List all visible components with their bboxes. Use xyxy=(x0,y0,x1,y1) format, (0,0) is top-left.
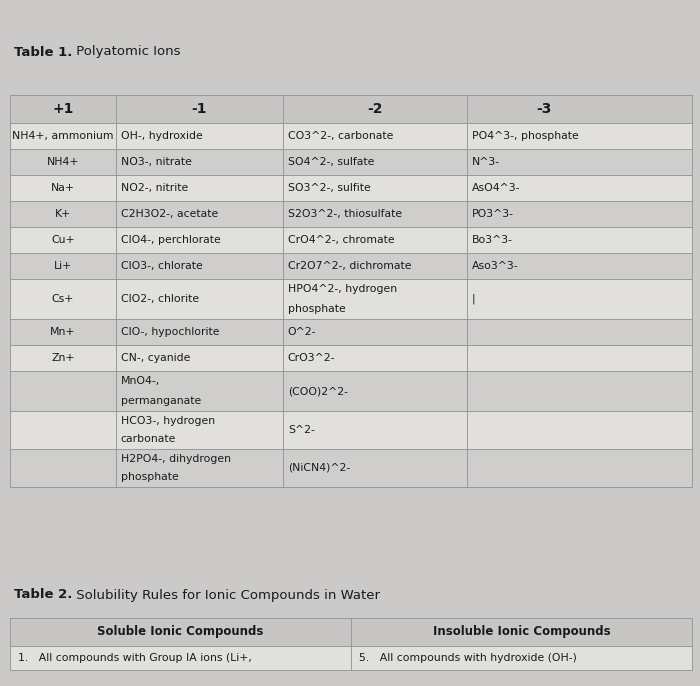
Text: -1: -1 xyxy=(192,102,207,116)
Text: AsO4^3-: AsO4^3- xyxy=(472,183,520,193)
Text: |: | xyxy=(472,294,475,305)
Text: 5.   All compounds with hydroxide (OH-): 5. All compounds with hydroxide (OH-) xyxy=(359,653,577,663)
Text: SO4^2-, sulfate: SO4^2-, sulfate xyxy=(288,157,374,167)
Text: C2H3O2-, acetate: C2H3O2-, acetate xyxy=(120,209,218,219)
Text: Table 1.: Table 1. xyxy=(14,45,72,58)
Text: HPO4^2-, hydrogen: HPO4^2-, hydrogen xyxy=(288,284,397,294)
Text: Soluble Ionic Compounds: Soluble Ionic Compounds xyxy=(97,626,264,639)
Bar xyxy=(10,449,692,487)
Text: phosphate: phosphate xyxy=(288,304,346,314)
Text: -2: -2 xyxy=(367,102,383,116)
Text: ClO-, hypochlorite: ClO-, hypochlorite xyxy=(120,327,219,337)
Text: Zn+: Zn+ xyxy=(51,353,75,363)
Text: 1.   All compounds with Group IA ions (Li+,: 1. All compounds with Group IA ions (Li+… xyxy=(18,653,252,663)
Text: CrO3^2-: CrO3^2- xyxy=(288,353,335,363)
Text: Polyatomic Ions: Polyatomic Ions xyxy=(72,45,181,58)
Bar xyxy=(10,253,692,279)
Text: Aso3^3-: Aso3^3- xyxy=(472,261,519,271)
Text: Bo3^3-: Bo3^3- xyxy=(472,235,513,245)
Text: +1: +1 xyxy=(52,102,74,116)
Text: PO4^3-, phosphate: PO4^3-, phosphate xyxy=(472,131,579,141)
Text: Na+: Na+ xyxy=(51,183,75,193)
Text: Insoluble Ionic Compounds: Insoluble Ionic Compounds xyxy=(433,626,610,639)
Text: Cu+: Cu+ xyxy=(51,235,75,245)
Text: H2PO4-, dihydrogen: H2PO4-, dihydrogen xyxy=(120,453,231,464)
Text: permanganate: permanganate xyxy=(120,396,201,406)
Bar xyxy=(10,345,692,371)
Text: carbonate: carbonate xyxy=(120,434,176,445)
Text: N^3-: N^3- xyxy=(472,157,500,167)
Bar xyxy=(10,618,692,646)
Text: PO3^3-: PO3^3- xyxy=(472,209,514,219)
Text: Cs+: Cs+ xyxy=(52,294,74,304)
Text: -3: -3 xyxy=(536,102,552,116)
Text: S^2-: S^2- xyxy=(288,425,315,435)
Text: Mn+: Mn+ xyxy=(50,327,76,337)
Bar xyxy=(10,411,692,449)
Text: ClO4-, perchlorate: ClO4-, perchlorate xyxy=(120,235,220,245)
Text: NH4+: NH4+ xyxy=(47,157,79,167)
Text: ClO3-, chlorate: ClO3-, chlorate xyxy=(120,261,202,271)
Bar xyxy=(10,201,692,227)
Bar xyxy=(10,319,692,345)
Text: O^2-: O^2- xyxy=(288,327,316,337)
Bar xyxy=(10,371,692,411)
Text: Table 2.: Table 2. xyxy=(14,589,72,602)
Text: (NiCN4)^2-: (NiCN4)^2- xyxy=(288,463,350,473)
Text: Li+: Li+ xyxy=(54,261,72,271)
Bar xyxy=(10,175,692,201)
Text: K+: K+ xyxy=(55,209,71,219)
Text: NH4+, ammonium: NH4+, ammonium xyxy=(12,131,113,141)
Text: OH-, hydroxide: OH-, hydroxide xyxy=(120,131,202,141)
Bar xyxy=(10,279,692,319)
Text: NO3-, nitrate: NO3-, nitrate xyxy=(120,157,192,167)
Text: phosphate: phosphate xyxy=(120,473,178,482)
Text: CrO4^2-, chromate: CrO4^2-, chromate xyxy=(288,235,394,245)
Text: Cr2O7^2-, dichromate: Cr2O7^2-, dichromate xyxy=(288,261,412,271)
Text: MnO4-,: MnO4-, xyxy=(120,376,160,386)
Text: HCO3-, hydrogen: HCO3-, hydrogen xyxy=(120,416,215,425)
Bar xyxy=(10,227,692,253)
Text: S2O3^2-, thiosulfate: S2O3^2-, thiosulfate xyxy=(288,209,402,219)
Bar xyxy=(10,95,692,123)
Bar xyxy=(10,123,692,149)
Bar xyxy=(10,149,692,175)
Text: ClO2-, chlorite: ClO2-, chlorite xyxy=(120,294,199,304)
Text: CN-, cyanide: CN-, cyanide xyxy=(120,353,190,363)
Text: Solubility Rules for Ionic Compounds in Water: Solubility Rules for Ionic Compounds in … xyxy=(72,589,380,602)
Bar xyxy=(10,646,692,670)
Text: SO3^2-, sulfite: SO3^2-, sulfite xyxy=(288,183,370,193)
Text: CO3^2-, carbonate: CO3^2-, carbonate xyxy=(288,131,393,141)
Text: (COO)2^2-: (COO)2^2- xyxy=(288,386,348,396)
Text: NO2-, nitrite: NO2-, nitrite xyxy=(120,183,188,193)
